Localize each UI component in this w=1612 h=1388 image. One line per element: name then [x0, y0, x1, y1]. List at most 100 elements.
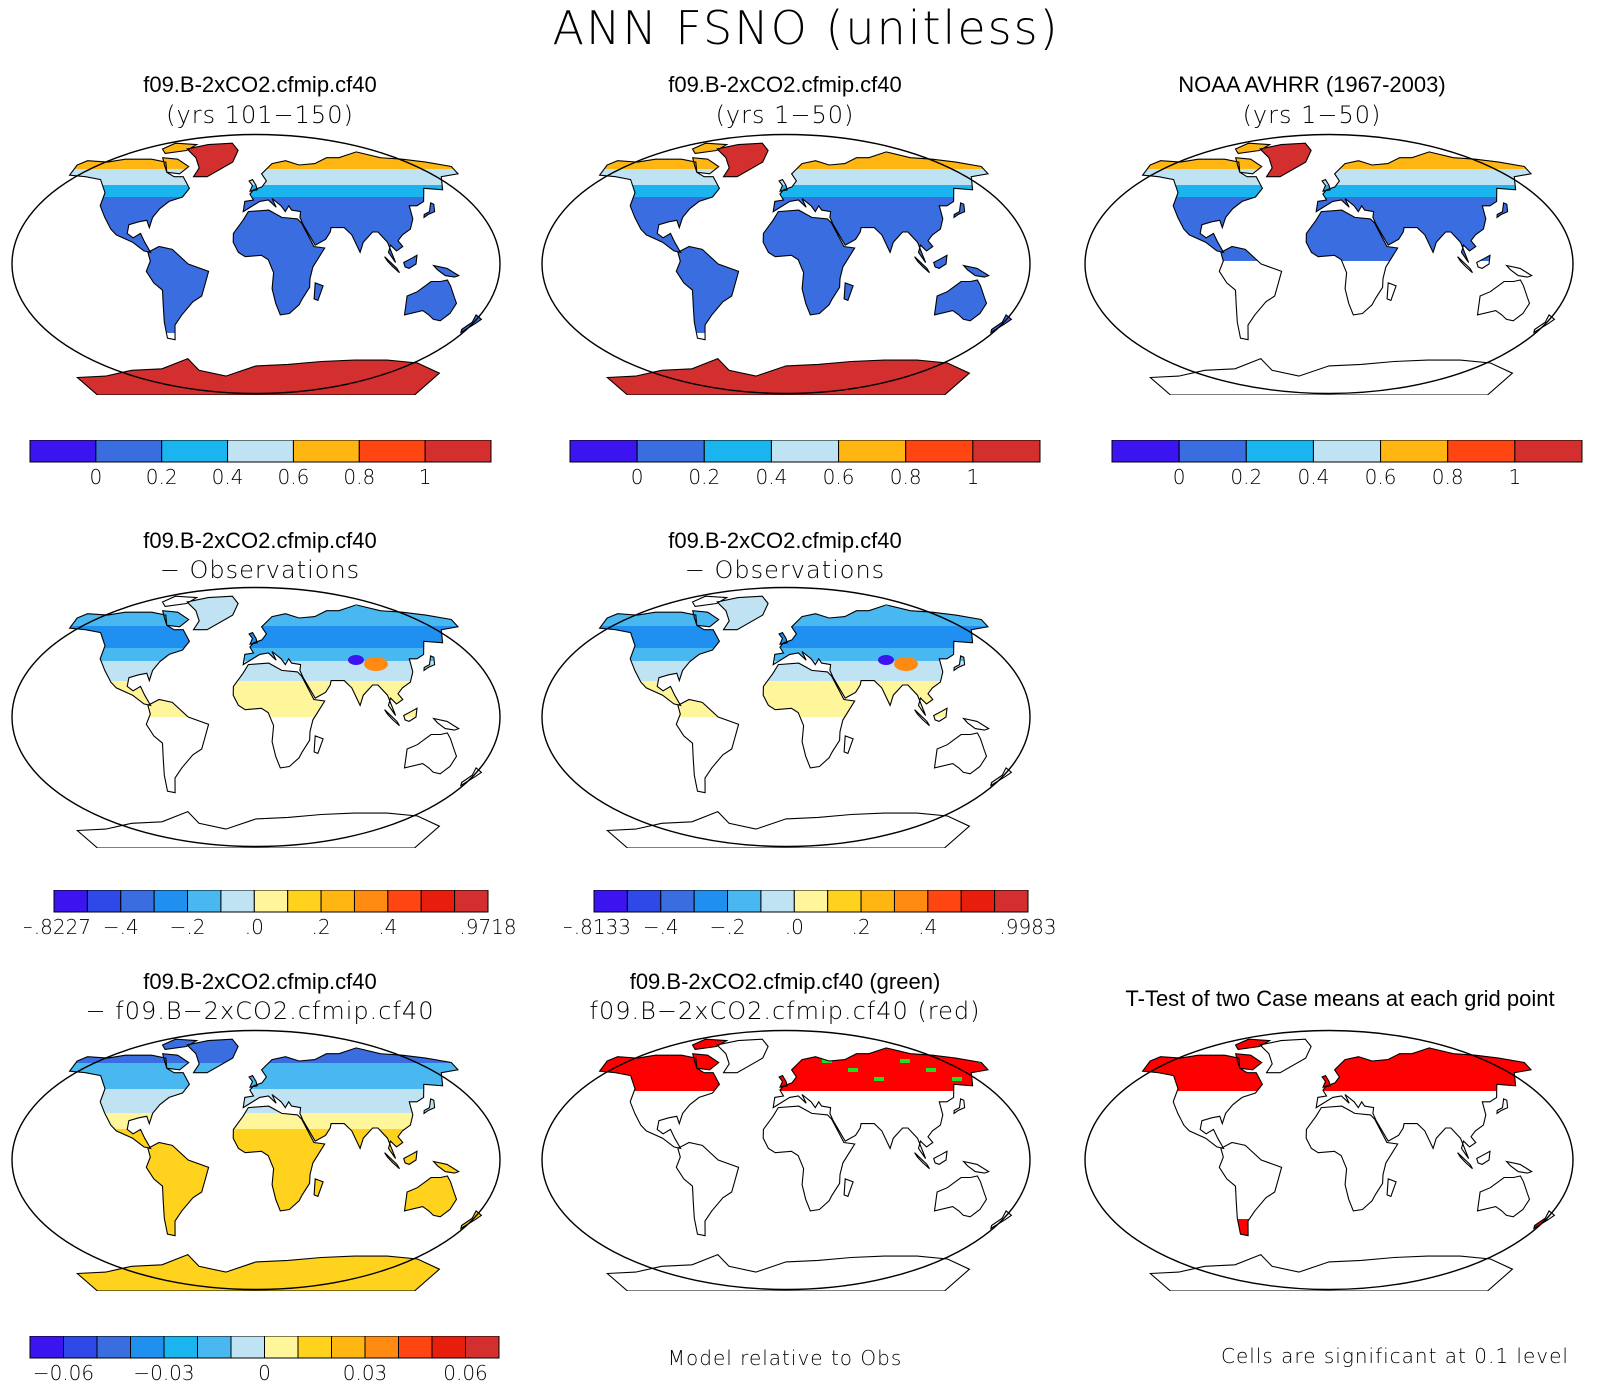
colorbar-swatch [1245, 440, 1314, 463]
panel-3-1-colorbar: −0.06 −0.03 0 0.03 0.06 [29, 1336, 529, 1388]
field-green-cell [822, 1059, 832, 1063]
colorbar-swatch [364, 1336, 399, 1359]
panel-2-2-map [540, 586, 1032, 848]
panel-2-2-subtitle: − Observations [684, 556, 886, 584]
colorbar-swatch [1111, 440, 1180, 463]
field-low [599, 197, 1012, 333]
colorbar-swatch [760, 890, 795, 913]
colorbar-swatch [569, 440, 638, 463]
colorbar-tick-label: .0 [785, 915, 804, 939]
field-high [1142, 143, 1555, 169]
colorbar-tick-label: .2 [852, 915, 871, 939]
coastline [598, 1038, 1013, 1291]
colorbar-tick-label: 0.6 [278, 465, 310, 489]
coastline [1141, 142, 1556, 395]
colorbar-swatch [29, 1336, 64, 1359]
colorbar-swatch [1514, 440, 1583, 463]
field-significant [1142, 1219, 1555, 1244]
colorbar-swatch [197, 1336, 232, 1359]
colorbar-swatch [230, 1336, 265, 1359]
field-green-cell [952, 1077, 962, 1081]
panel-1-1-subtitle: (yrs 101−150) [166, 101, 354, 129]
field-greenland [1260, 143, 1312, 177]
colorbar-swatch [793, 890, 829, 913]
colorbar-tick-label: 0.6 [1365, 465, 1397, 489]
colorbar-swatch [660, 890, 695, 913]
colorbar-swatch [398, 1336, 433, 1359]
colorbar-tick-label: 0.8 [343, 465, 375, 489]
colorbar-tick-label: 0.8 [890, 465, 922, 489]
colorbar-swatch [63, 1336, 98, 1359]
field-band [69, 681, 482, 717]
colorbar-swatch [424, 440, 492, 463]
colorbar-tick-label: 0 [1173, 465, 1186, 489]
colorbar-swatch [297, 1336, 332, 1359]
colorbar-tick-label: 0.4 [756, 465, 788, 489]
map-border [1084, 133, 1574, 395]
panel-3-2-title: f09.B-2xCO2.cfmip.cf40 (green) [629, 969, 941, 994]
colorbar-swatch [593, 890, 628, 913]
colorbar-tick-label: 0.2 [146, 465, 178, 489]
field-band [1142, 185, 1555, 197]
panel-1-2-subtitle: (yrs 1−50) [715, 101, 855, 129]
colorbar-swatch [153, 890, 189, 913]
colorbar-swatch [163, 1336, 198, 1359]
colorbar-swatch [1380, 440, 1449, 463]
world-map-icon [541, 133, 1031, 395]
colorbar-swatch [95, 440, 163, 463]
map-border [541, 586, 1031, 848]
colorbar-tick-label: .9718 [459, 915, 516, 939]
colorbar-tick-label: 0.4 [1298, 465, 1330, 489]
field-green-cell [874, 1077, 884, 1081]
colorbar-swatch [227, 440, 294, 463]
colorbar: 0 0.2 0.4 0.6 0.8 1 [29, 440, 492, 489]
world-map-icon [11, 586, 501, 848]
map-border [1084, 1029, 1574, 1291]
colorbar-tick-label: 0.4 [212, 465, 244, 489]
field-band [69, 648, 482, 661]
map-border [541, 133, 1031, 395]
colorbar-swatch [1447, 440, 1516, 463]
colorbar-tick-label: −0.06 [33, 1361, 94, 1385]
map-border [541, 1029, 1031, 1291]
field-band [69, 1063, 482, 1089]
field-anomaly [878, 655, 894, 665]
field-band [69, 626, 482, 648]
coastline [68, 142, 483, 395]
colorbar-tick-label: 0.2 [688, 465, 720, 489]
world-map-icon [11, 1029, 501, 1291]
field-greenland [717, 143, 769, 177]
field-greenland [717, 596, 769, 630]
field-band [599, 626, 1012, 648]
world-map-icon [1084, 133, 1574, 395]
field-band [69, 185, 482, 197]
colorbar-tick-label: 0.8 [1432, 465, 1464, 489]
colorbar-swatch [358, 440, 426, 463]
colorbar-tick-label: −.4 [103, 915, 139, 939]
colorbar-tick-label: −.8133 [564, 915, 631, 939]
panel-3-3-note: Cells are significant at 0.1 level [1221, 1344, 1569, 1368]
field-high [599, 143, 1012, 169]
colorbar-swatch [264, 1336, 299, 1359]
colorbar-tick-label: .2 [312, 915, 331, 939]
colorbar-tick-label: 0 [631, 465, 644, 489]
colorbar-swatch [220, 890, 255, 913]
field-anomaly [894, 657, 918, 671]
colorbar-swatch [827, 890, 862, 913]
field-green-cell [848, 1068, 858, 1072]
world-map-icon [541, 1029, 1031, 1291]
colorbar-swatch [770, 440, 840, 463]
colorbar-swatch [431, 1336, 466, 1359]
field-anomaly [364, 657, 388, 671]
colorbar-tick-label: −0.03 [133, 1361, 194, 1385]
coastline [598, 142, 1013, 395]
coastline [68, 595, 483, 848]
colorbar-swatch [1312, 440, 1382, 463]
colorbar-swatch [454, 890, 489, 913]
colorbar: −.8227 −.4 −.2 .0 .2 .4 .9718 [24, 890, 517, 939]
panel-1-3-map [1083, 133, 1575, 395]
world-map-icon [11, 133, 501, 395]
field-band [69, 1089, 482, 1113]
field-band [599, 648, 1012, 661]
panel-1-1-colorbar: 0 0.2 0.4 0.6 0.8 1 [29, 440, 521, 492]
